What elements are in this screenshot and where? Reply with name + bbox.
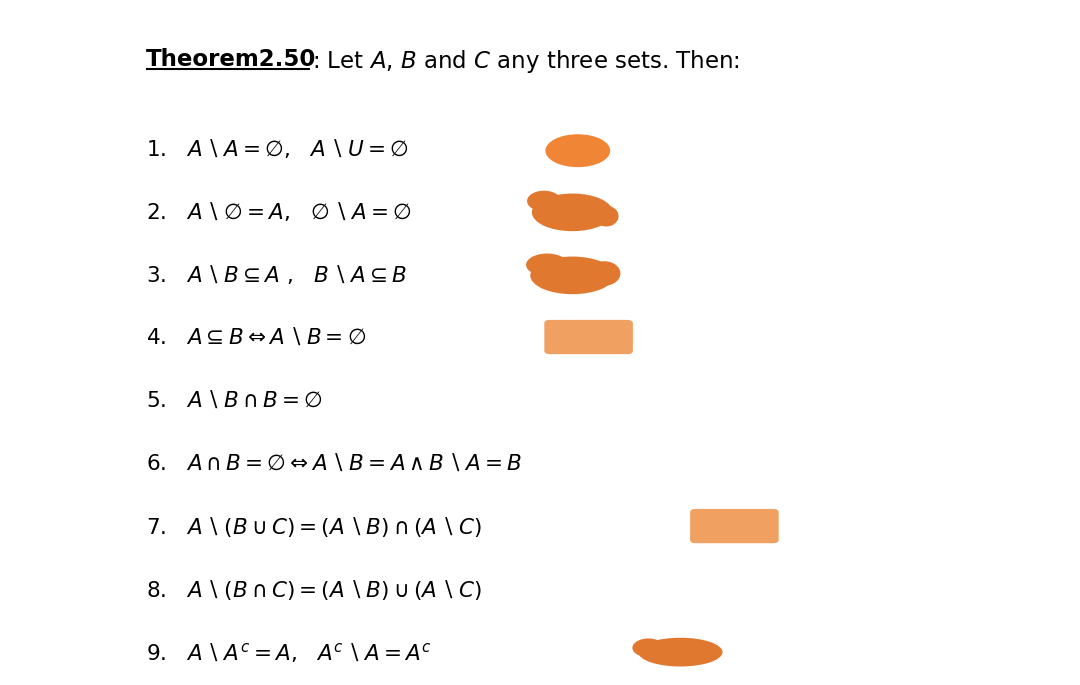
Text: 7.   $A\setminus(B \cup C) = (A\setminus B) \cap (A\setminus C)$: 7. $A\setminus(B \cup C) = (A\setminus B…	[146, 515, 482, 539]
Text: 3.   $A\setminus B \subseteq A$ ,   $B\setminus A \subseteq B$: 3. $A\setminus B \subseteq A$ , $B\setmi…	[146, 263, 407, 286]
Text: Theorem2.50: Theorem2.50	[146, 48, 316, 71]
Text: 9.   $A\setminus A^c = A$,   $A^c\setminus A = A^c$: 9. $A\setminus A^c = A$, $A^c\setminus A…	[146, 641, 432, 665]
Ellipse shape	[638, 638, 723, 667]
Ellipse shape	[633, 638, 664, 657]
Text: 5.   $A\setminus B \cap B = \emptyset$: 5. $A\setminus B \cap B = \emptyset$	[146, 389, 323, 410]
Ellipse shape	[530, 256, 615, 294]
Text: 8.   $A\setminus(B \cap C) = (A\setminus B) \cup (A\setminus C)$: 8. $A\setminus(B \cap C) = (A\setminus B…	[146, 578, 482, 602]
Text: 4.   $A \subseteq B \Leftrightarrow A\setminus B = \emptyset$: 4. $A \subseteq B \Leftrightarrow A\setm…	[146, 326, 366, 347]
Ellipse shape	[527, 190, 562, 212]
Ellipse shape	[594, 206, 619, 227]
Text: 1.   $A\setminus A = \emptyset$,   $A\setminus U = \emptyset$: 1. $A\setminus A = \emptyset$, $A\setmin…	[146, 137, 408, 160]
Ellipse shape	[545, 134, 610, 167]
Ellipse shape	[589, 261, 620, 286]
Text: : Let $A$, $B$ and $C$ any three sets. Then:: : Let $A$, $B$ and $C$ any three sets. T…	[312, 48, 740, 75]
FancyBboxPatch shape	[544, 320, 633, 354]
Text: 2.   $A\setminus\emptyset = A$,   $\emptyset\setminus A = \emptyset$: 2. $A\setminus\emptyset = A$, $\emptyset…	[146, 200, 411, 223]
Ellipse shape	[531, 193, 613, 231]
FancyBboxPatch shape	[690, 509, 779, 543]
Text: 6.   $A \cap B = \emptyset \Leftrightarrow A\setminus B = A \wedge B\setminus A : 6. $A \cap B = \emptyset \Leftrightarrow…	[146, 452, 522, 473]
Ellipse shape	[526, 253, 568, 276]
